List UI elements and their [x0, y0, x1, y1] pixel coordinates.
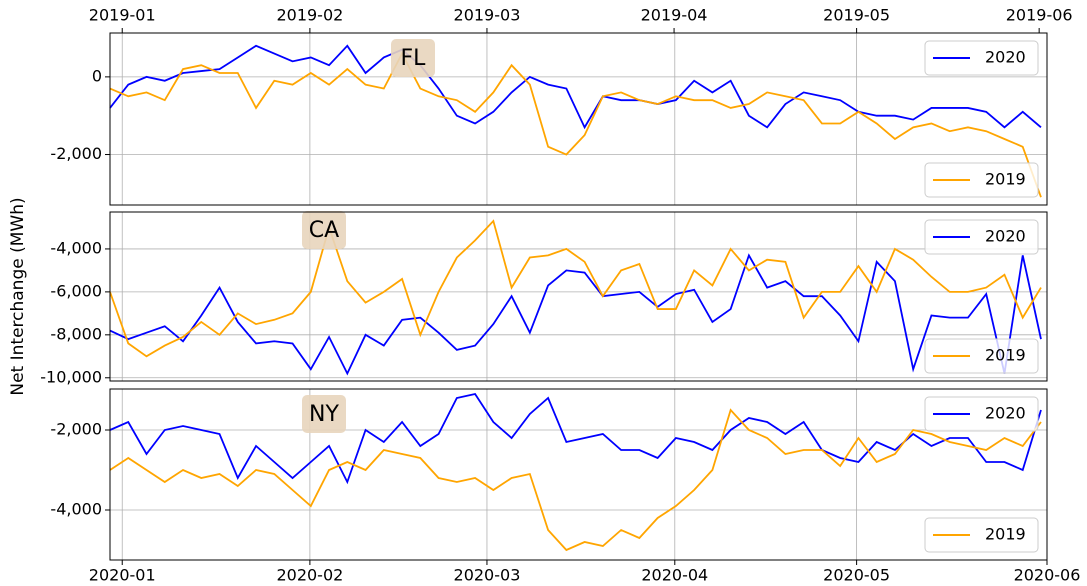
line	[109, 253, 1042, 376]
x-tick-label: 2020-01	[89, 566, 156, 585]
legend-box	[924, 517, 1039, 553]
x-tick-label: 2019-04	[641, 6, 708, 25]
x-tick-label: 2019-06	[1006, 6, 1073, 25]
legend-label: 2020	[985, 48, 1026, 67]
legend-box	[924, 162, 1039, 198]
y-tick-label: -2,000	[50, 420, 102, 439]
y-tick-label: -10,000	[40, 367, 102, 386]
y-tick-label: -4,000	[50, 500, 102, 519]
legend-label: 2020	[985, 404, 1026, 423]
x-tick-label: 2019-01	[89, 6, 156, 25]
x-tick-label: 2019-03	[454, 6, 521, 25]
legend-label: 2020	[985, 227, 1026, 246]
legend-box	[924, 396, 1039, 432]
x-tick-label: 2020-05	[823, 566, 890, 585]
legend-box	[924, 40, 1039, 76]
line	[109, 51, 1042, 198]
legend-label: 2019	[985, 170, 1026, 189]
x-tick-label: 2019-05	[823, 6, 890, 25]
x-tick-label: 2020-04	[641, 566, 708, 585]
y-tick-label: -8,000	[50, 324, 102, 343]
legend-box	[924, 219, 1039, 255]
y-axis-label: Net Interchange (MWh)	[8, 197, 28, 395]
x-tick-label: 2020-02	[276, 566, 343, 585]
annotation: CA	[309, 218, 339, 243]
y-tick-label: -2,000	[50, 144, 102, 163]
line	[109, 408, 1042, 552]
x-tick-label: 2020-06	[1014, 566, 1081, 585]
annotation-box	[391, 39, 435, 77]
legend-label: 2019	[985, 525, 1026, 544]
annotation-box	[302, 211, 346, 249]
x-tick-label: 2019-02	[276, 6, 343, 25]
line	[109, 392, 1042, 485]
y-tick-label: 0	[92, 66, 102, 85]
y-tick-label: -4,000	[50, 238, 102, 257]
plot-frame	[109, 388, 1048, 561]
x-tick-label: 2020-03	[454, 566, 521, 585]
annotation-box	[302, 395, 346, 433]
annotation: NY	[309, 402, 339, 427]
legend-label: 2019	[985, 346, 1026, 365]
plot-frame	[109, 32, 1048, 206]
line	[109, 219, 1042, 358]
legend-box	[924, 338, 1039, 374]
y-tick-label: -6,000	[50, 281, 102, 300]
annotation: FL	[401, 46, 427, 71]
plot-frame	[109, 211, 1048, 382]
line	[109, 44, 1042, 130]
